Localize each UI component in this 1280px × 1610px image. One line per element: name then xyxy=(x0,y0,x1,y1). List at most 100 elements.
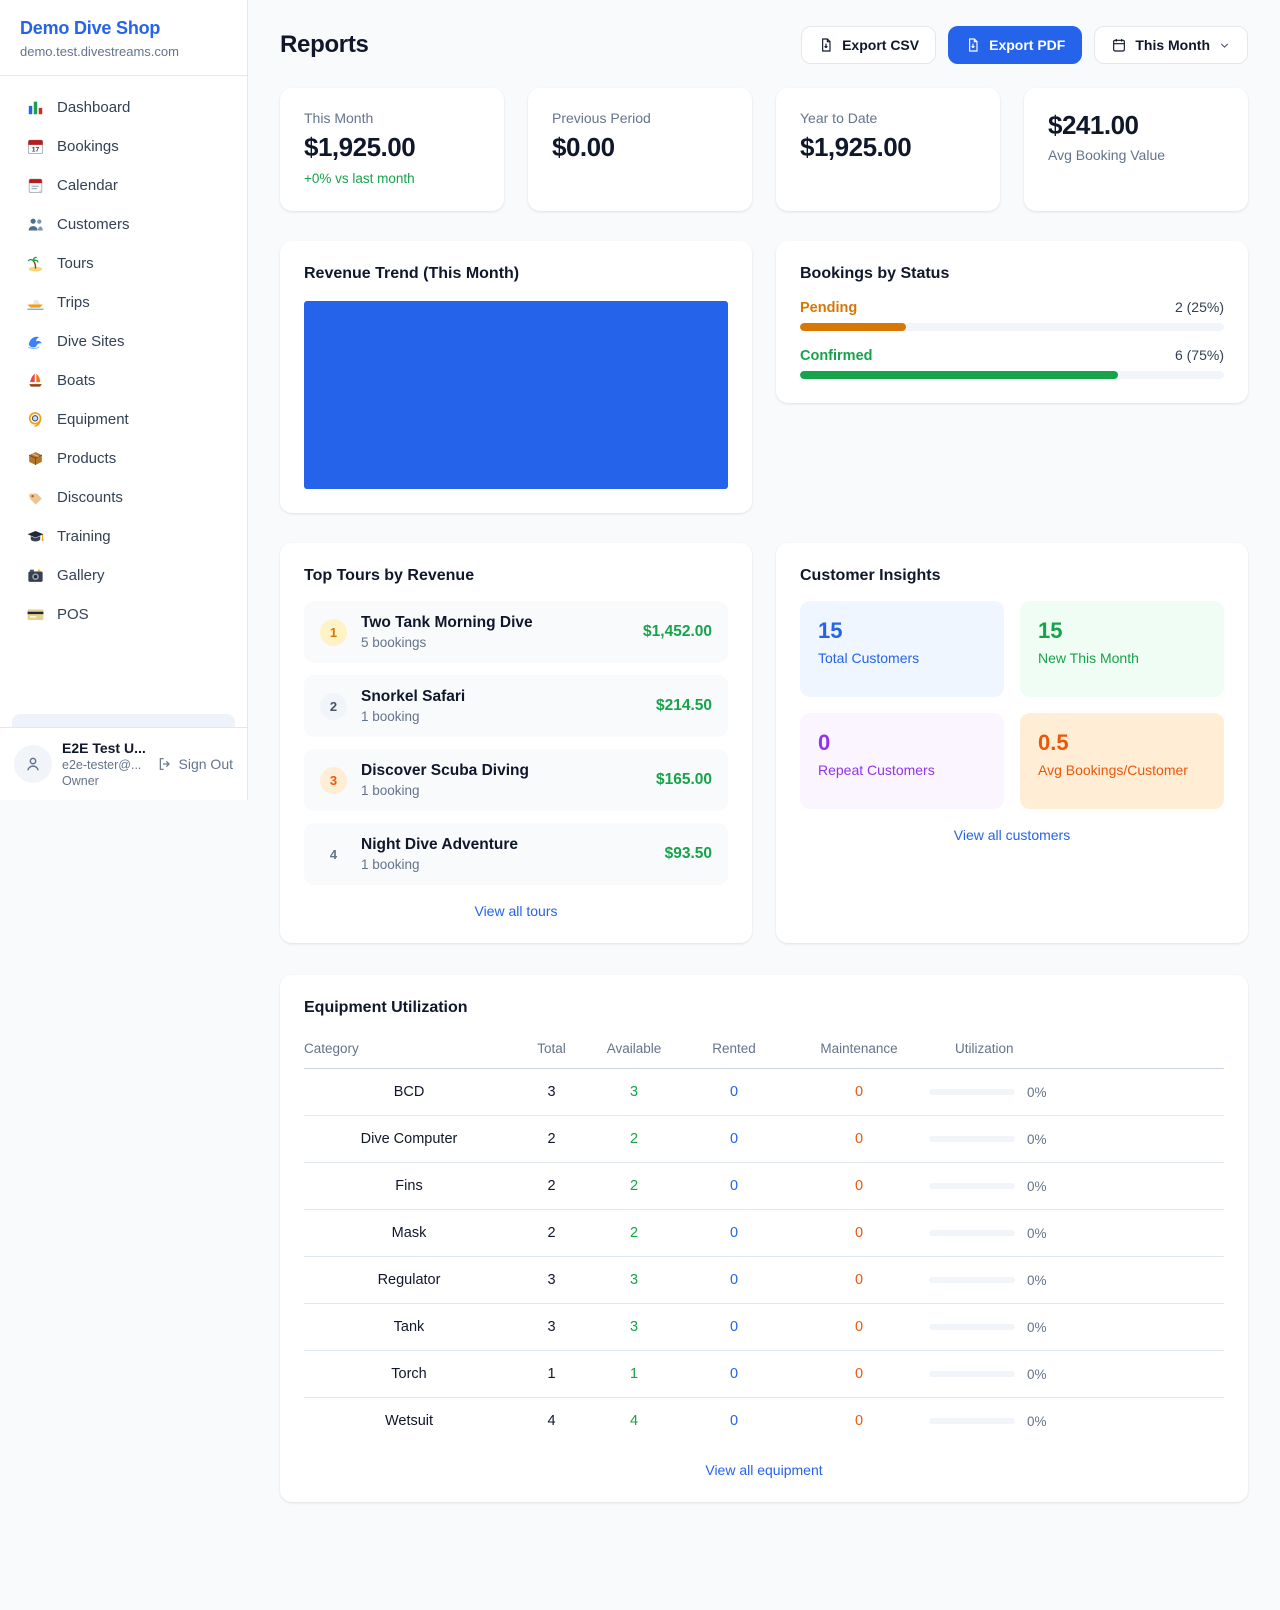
bookings-by-status-card: Bookings by Status Pending 2 (25%) Confirm… xyxy=(776,241,1248,403)
utilization-percent: 0% xyxy=(1027,1366,1047,1382)
user-info: E2E Test U... e2e-tester@... Owner xyxy=(62,740,147,788)
page-header: Reports Export CSV Export PDF xyxy=(280,26,1248,64)
column-header-category: Category xyxy=(304,1031,514,1069)
view-all-customers-link[interactable]: View all customers xyxy=(953,827,1071,843)
avatar xyxy=(14,745,52,783)
equipment-total: 2 xyxy=(514,1115,589,1163)
status-row-confirmed: Confirmed 6 (75%) xyxy=(800,347,1224,379)
equipment-available: 2 xyxy=(589,1162,679,1210)
sidebar-item-trips[interactable]: Trips xyxy=(14,283,233,322)
sidebar-item-label: Equipment xyxy=(57,411,129,428)
tour-row-night-dive-adventure[interactable]: 4 Night Dive Adventure 1 booking $93.50 xyxy=(304,823,728,885)
header-actions: Export CSV Export PDF This Month xyxy=(801,26,1248,64)
equipment-maintenance: 0 xyxy=(789,1209,929,1257)
tour-revenue: $214.50 xyxy=(655,697,712,714)
equipment-category: Tank xyxy=(304,1303,514,1351)
equipment-category: Wetsuit xyxy=(384,1413,434,1429)
equipment-utilization-cell: 0% xyxy=(929,1303,1224,1351)
equipment-category: Regulator xyxy=(304,1256,514,1304)
equipment-utilization-cell: 0% xyxy=(929,1209,1224,1257)
tour-info: Two Tank Morning Dive 5 bookings xyxy=(361,614,629,650)
sign-out-icon xyxy=(159,758,170,770)
insight-grid: 15 Total Customers 15 New This Month 0 Repeat… xyxy=(800,601,1224,809)
equipment-category: BCD xyxy=(304,1068,514,1116)
sign-out-label: Sign Out xyxy=(178,756,233,772)
equipment-utilization-card: Equipment Utilization Category Total Avail… xyxy=(280,975,1248,1502)
sidebar-footer: E2E Test U... e2e-tester@... Owner Sign … xyxy=(0,727,247,800)
tour-revenue: $165.00 xyxy=(655,771,712,788)
insight-value: 15 xyxy=(818,618,843,643)
utilization-progress-track xyxy=(929,1230,1015,1236)
equipment-utilization-cell: 0% xyxy=(929,1115,1224,1163)
sidebar-item-equipment[interactable]: Equipment xyxy=(14,400,233,439)
insight-label: Repeat Customers xyxy=(818,762,935,778)
sidebar-item-reports-partial[interactable] xyxy=(12,714,235,727)
sidebar-item-bookings[interactable]: 17 Bookings xyxy=(14,127,233,166)
user-name: E2E Test U... xyxy=(62,740,146,756)
stat-value: $0.00 xyxy=(552,132,615,162)
equipment-utilization-cell: 0% xyxy=(929,1398,1224,1445)
sidebar-item-label: Boats xyxy=(57,372,96,389)
utilization-percent: 0% xyxy=(1027,1272,1047,1288)
revenue-trend-card: Revenue Trend (This Month) xyxy=(280,241,752,513)
sidebar: Demo Dive Shop demo.test.divestreams.com… xyxy=(0,0,248,800)
sidebar-item-discounts[interactable]: Discounts xyxy=(14,478,233,517)
sidebar-item-products[interactable]: Products xyxy=(14,439,233,478)
sidebar-item-label: Bookings xyxy=(57,138,119,155)
sidebar-item-tours[interactable]: Tours xyxy=(14,244,233,283)
box-icon xyxy=(26,449,45,468)
view-all-equipment-link[interactable]: View all equipment xyxy=(705,1462,823,1478)
equipment-utilization-cell: 0% xyxy=(929,1350,1224,1398)
app-root: Demo Dive Shop demo.test.divestreams.com… xyxy=(0,0,1248,1502)
equipment-row-fins: Fins 2 2 0 0 0% xyxy=(304,1162,1224,1210)
sidebar-item-calendar[interactable]: Calendar xyxy=(14,166,233,205)
export-csv-button[interactable]: Export CSV xyxy=(801,26,937,64)
period-dropdown[interactable]: This Month xyxy=(1094,26,1248,64)
people-icon xyxy=(26,215,45,234)
tour-row-discover-scuba-diving[interactable]: 3 Discover Scuba Diving 1 booking $165.00 xyxy=(304,749,728,811)
sidebar-item-boats[interactable]: Boats xyxy=(14,361,233,400)
sidebar-item-label: Dashboard xyxy=(57,99,131,116)
equipment-rented: 0 xyxy=(729,1413,739,1429)
status-label: Confirmed xyxy=(800,348,873,364)
sidebar-item-dashboard[interactable]: Dashboard xyxy=(14,88,233,127)
view-all-tours-link[interactable]: View all tours xyxy=(474,903,558,919)
equipment-total: 3 xyxy=(514,1256,589,1304)
insight-value: 15 xyxy=(1038,618,1063,643)
sailboat-icon xyxy=(26,371,45,390)
equipment-total: 1 xyxy=(514,1350,589,1398)
sidebar-header: Demo Dive Shop demo.test.divestreams.com xyxy=(0,0,247,76)
column-header-maintenance: Maintenance xyxy=(789,1031,929,1069)
sidebar-item-customers[interactable]: Customers xyxy=(14,205,233,244)
stat-label: Previous Period xyxy=(552,110,651,126)
sidebar-item-pos[interactable]: POS xyxy=(14,595,233,634)
sidebar-item-gallery[interactable]: Gallery xyxy=(14,556,233,595)
column-header-available: Available xyxy=(589,1031,679,1069)
equipment-category: Fins xyxy=(304,1162,514,1210)
tour-bookings-count: 1 booking xyxy=(361,857,420,872)
sidebar-item-training[interactable]: Training xyxy=(14,517,233,556)
equipment-total: 2 xyxy=(514,1209,589,1257)
equipment-available: 2 xyxy=(589,1115,679,1163)
sign-out-button[interactable]: Sign Out xyxy=(157,756,233,772)
insight-label: New This Month xyxy=(1038,650,1139,666)
utilization-percent: 0% xyxy=(1027,1178,1047,1194)
tour-list: 1 Two Tank Morning Dive 5 bookings $1,452.0… xyxy=(304,601,728,885)
document-icon xyxy=(969,38,978,52)
tour-row-two-tank-morning-dive[interactable]: 1 Two Tank Morning Dive 5 bookings $1,452.0… xyxy=(304,601,728,663)
utilization-percent: 0% xyxy=(1027,1413,1047,1429)
tour-info: Discover Scuba Diving 1 booking xyxy=(361,762,642,798)
revenue-trend-title: Revenue Trend (This Month) xyxy=(304,265,520,282)
sidebar-item-label: Gallery xyxy=(57,567,105,584)
tour-row-snorkel-safari[interactable]: 2 Snorkel Safari 1 booking $214.50 xyxy=(304,675,728,737)
equipment-rented: 0 xyxy=(679,1303,789,1351)
status-progress-track xyxy=(800,323,1224,331)
status-value: 6 (75%) xyxy=(1174,347,1224,363)
export-pdf-button[interactable]: Export PDF xyxy=(948,26,1083,64)
sidebar-item-dive-sites[interactable]: Dive Sites xyxy=(14,322,233,361)
calendar-pad-icon xyxy=(26,176,45,195)
tour-bookings-count: 1 booking xyxy=(361,709,420,724)
customer-insights-card: Customer Insights 15 Total Customers 15 New… xyxy=(776,543,1248,943)
tour-rank-badge: 3 xyxy=(320,766,347,794)
equipment-row-wetsuit: Wetsuit 4 4 0 0 0% xyxy=(304,1398,1224,1445)
